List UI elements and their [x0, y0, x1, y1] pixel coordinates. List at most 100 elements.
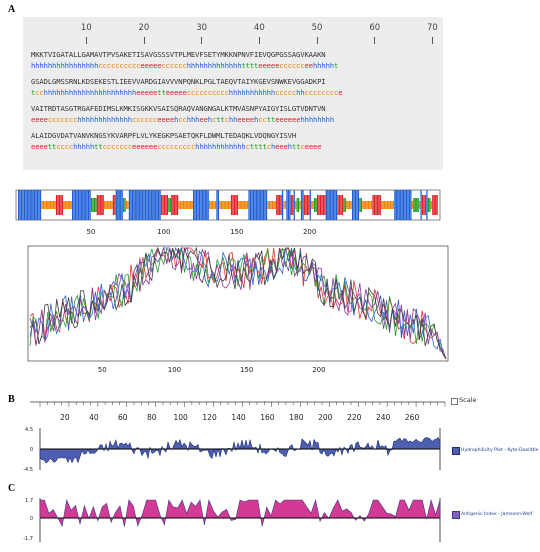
ss-bar-mark: [430, 201, 432, 209]
ss-bar-mark: [217, 190, 220, 220]
ss-bar-mark: [98, 195, 100, 215]
ss-bar-mark: [44, 201, 46, 209]
ss-bar-mark: [123, 198, 125, 212]
b-axis-label: 60: [118, 413, 128, 422]
ss-bar-mark: [330, 190, 332, 220]
ss-bar-mark: [171, 195, 173, 215]
ss-axis-label: 50: [86, 228, 95, 236]
b-y-tick-label: 0: [30, 447, 33, 453]
ss-bar-mark: [77, 190, 80, 220]
ss-bar-mark: [20, 190, 23, 220]
ss-bar-mark: [111, 201, 113, 209]
secondary-structure-line: tcchhhhhhhhhhhhhhhhhhhhhheeeeetteeeeeccc…: [31, 88, 343, 97]
ss-bar-mark: [254, 190, 256, 220]
ss-bar-mark: [120, 190, 122, 220]
ss-bar-mark: [147, 190, 150, 220]
ss-bar-mark: [22, 190, 24, 220]
ss-bar-mark: [48, 201, 50, 209]
ss-bar-mark: [188, 201, 190, 209]
ss-bar-mark: [381, 201, 383, 209]
b-axis-label: 260: [405, 413, 420, 422]
ruler-label: 20: [138, 23, 150, 33]
ss-bar-mark: [89, 190, 91, 220]
ss-bar-mark: [385, 201, 387, 209]
ss-bar-mark: [370, 201, 373, 209]
b-axis-label: 220: [347, 413, 362, 422]
b-axis-label: 100: [173, 413, 188, 422]
ss-bar-mark: [211, 201, 214, 209]
ss-bar-mark: [248, 190, 250, 220]
ruler-label: 40: [253, 23, 265, 33]
hydrophilicity-legend-swatch: [452, 447, 460, 455]
ss-bar-mark: [410, 190, 412, 220]
ss-bar-mark: [236, 195, 238, 215]
scale-checkbox[interactable]: [451, 398, 458, 405]
ss-bar-mark: [39, 190, 42, 220]
ss-bar-mark: [95, 198, 97, 212]
ss-bar-mark: [117, 190, 119, 220]
ss-bar-mark: [114, 195, 116, 215]
ss-bar-mark: [343, 198, 345, 212]
ss-bar-mark: [207, 190, 209, 220]
b-axis-label: 120: [202, 413, 217, 422]
ss-bar-mark: [351, 190, 354, 220]
ss-bar-mark: [118, 190, 120, 220]
ss-bar-mark: [64, 201, 66, 209]
ss-bar-mark: [50, 201, 52, 209]
ruler-label: 30: [196, 23, 208, 33]
ss-bar-mark: [264, 190, 266, 220]
ss-bar-mark: [82, 190, 84, 220]
ss-bar-mark: [184, 201, 186, 209]
sequence-panel: 10 20 30 40 50 60 70 MKKTVIGATALLGAMAVTPVSAKET…: [23, 17, 443, 170]
ss-bar-mark: [432, 195, 434, 215]
ss-bar-mark: [191, 201, 193, 209]
ss-bar-mark: [281, 190, 284, 220]
ss-bar-mark: [90, 198, 93, 212]
ss-bar-mark: [420, 190, 422, 220]
ss-bar-mark: [67, 201, 69, 209]
ss-bar-mark: [416, 198, 418, 212]
ss-bar-mark: [287, 190, 290, 220]
ss-bar-mark: [405, 190, 408, 220]
panel-label-c: C: [8, 483, 16, 494]
ss-bar-mark: [194, 190, 196, 220]
profile-axis-label: 50: [98, 366, 107, 374]
ss-bar-mark: [228, 201, 230, 209]
ss-bar-mark: [198, 190, 201, 220]
profile-axis-label: 100: [168, 366, 181, 374]
ss-bar-mark: [141, 190, 144, 220]
ss-bar-mark: [414, 198, 416, 212]
b-axis-label: 20: [60, 413, 70, 422]
ss-bar-mark: [404, 190, 406, 220]
ss-bar-mark: [200, 190, 202, 220]
ss-bar-mark: [246, 201, 249, 209]
ss-bar-mark: [311, 201, 313, 209]
ss-bar-mark: [268, 201, 271, 209]
ss-bar-mark: [104, 201, 106, 209]
ss-bar-mark: [276, 195, 278, 215]
ss-bar-mark: [83, 190, 85, 220]
ss-bar-mark: [226, 201, 228, 209]
ss-bar-mark: [295, 201, 297, 209]
ss-bar-mark: [284, 201, 287, 209]
ss-bar-mark: [187, 201, 189, 209]
ss-bar-mark: [255, 190, 257, 220]
ss-bar-mark: [133, 190, 135, 220]
ruler-label: 60: [369, 23, 381, 33]
ss-bar-mark: [137, 190, 139, 220]
ss-bar-mark: [54, 201, 56, 209]
ss-bar-mark: [63, 201, 65, 209]
ruler-tick: [432, 37, 433, 44]
ss-bar-mark: [300, 190, 303, 220]
ss-bar-mark: [376, 195, 378, 215]
ss-bar-mark: [229, 201, 231, 209]
ss-bar-mark: [349, 201, 351, 209]
antigenic-legend-swatch: [452, 511, 460, 519]
ss-bar-mark: [265, 190, 268, 220]
ss-bar-mark: [257, 190, 259, 220]
ss-bar-mark: [435, 195, 437, 215]
ruler-tick: [258, 37, 260, 44]
ss-bar-mark: [324, 195, 326, 215]
ss-bar-mark: [436, 195, 438, 215]
ss-bar-mark: [25, 190, 27, 220]
